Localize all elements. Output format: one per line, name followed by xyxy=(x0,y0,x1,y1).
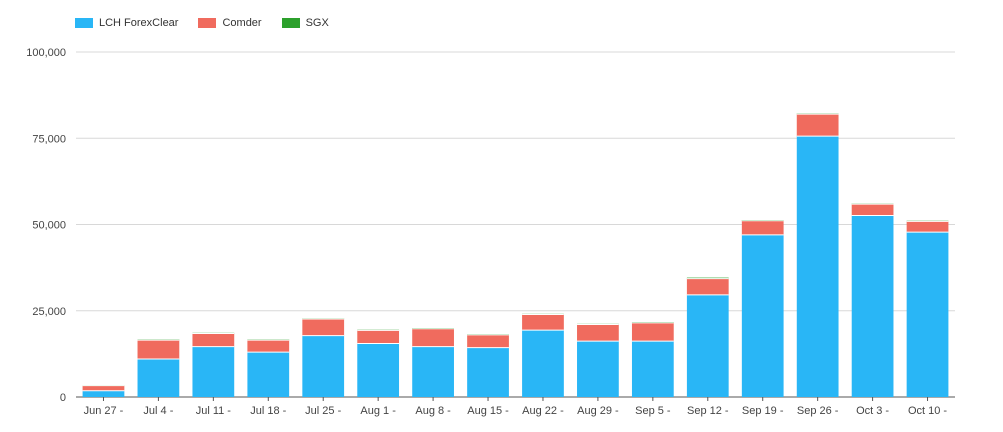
bar-lch-forexclear-13[interactable] xyxy=(796,136,839,397)
bar-comder-5[interactable] xyxy=(357,330,400,344)
bar-lch-forexclear-5[interactable] xyxy=(357,343,400,397)
y-tick-label-2: 50,000 xyxy=(32,220,66,232)
bar-comder-13[interactable] xyxy=(796,114,839,137)
legend-swatch-lch-forexclear xyxy=(75,18,93,28)
legend-item-comder[interactable]: Comder xyxy=(198,17,262,29)
legend-item-lch-forexclear[interactable]: LCH ForexClear xyxy=(75,17,178,29)
legend-label-sgx: SGX xyxy=(305,17,329,29)
legend-swatch-sgx xyxy=(281,18,300,28)
x-tick-label-4: Jul 25 - xyxy=(305,405,341,417)
bar-comder-4[interactable] xyxy=(302,319,345,336)
bar-comder-6[interactable] xyxy=(412,328,454,347)
legend-item-sgx[interactable]: SGX xyxy=(281,17,329,29)
bar-lch-forexclear-0[interactable] xyxy=(82,390,125,397)
legend-swatch-comder xyxy=(198,18,217,28)
bar-comder-1[interactable] xyxy=(137,340,180,360)
x-tick-label-8: Aug 22 - xyxy=(522,405,564,417)
x-tick-label-12: Sep 19 - xyxy=(742,405,784,417)
y-tick-label-3: 75,000 xyxy=(32,133,66,145)
bar-comder-15[interactable] xyxy=(906,221,949,233)
bar-comder-11[interactable] xyxy=(686,278,729,295)
x-tick-label-0: Jun 27 - xyxy=(84,405,124,417)
bar-comder-12[interactable] xyxy=(741,220,784,235)
bar-lch-forexclear-4[interactable] xyxy=(302,335,345,397)
bar-comder-2[interactable] xyxy=(192,333,235,347)
bar-lch-forexclear-9[interactable] xyxy=(577,341,619,397)
bar-lch-forexclear-14[interactable] xyxy=(851,215,894,397)
x-tick-label-2: Jul 11 - xyxy=(196,405,232,417)
x-tick-label-14: Oct 3 - xyxy=(856,405,889,417)
x-tick-label-15: Oct 10 - xyxy=(908,405,947,417)
y-tick-label-4: 100,000 xyxy=(26,47,66,59)
bar-lch-forexclear-11[interactable] xyxy=(686,294,729,397)
y-tick-label-0: 0 xyxy=(60,392,66,404)
x-tick-label-3: Jul 18 - xyxy=(250,405,286,417)
bar-lch-forexclear-7[interactable] xyxy=(467,347,509,397)
bar-lch-forexclear-1[interactable] xyxy=(137,359,180,397)
bar-lch-forexclear-12[interactable] xyxy=(741,234,784,397)
bar-lch-forexclear-15[interactable] xyxy=(906,232,949,397)
bar-lch-forexclear-6[interactable] xyxy=(412,346,454,397)
legend-label-lch-forexclear: LCH ForexClear xyxy=(99,17,179,29)
y-tick-label-1: 25,000 xyxy=(32,306,66,318)
bar-comder-9[interactable] xyxy=(577,324,619,342)
legend: LCH ForexClear Comder SGX xyxy=(75,17,329,29)
bar-lch-forexclear-2[interactable] xyxy=(192,346,235,397)
bar-comder-10[interactable] xyxy=(631,322,674,342)
bar-lch-forexclear-10[interactable] xyxy=(631,341,674,397)
bar-comder-14[interactable] xyxy=(851,204,894,216)
bar-lch-forexclear-8[interactable] xyxy=(522,330,564,397)
x-tick-label-6: Aug 8 - xyxy=(415,405,451,417)
bar-comder-0[interactable] xyxy=(82,385,125,391)
bar-comder-7[interactable] xyxy=(467,334,509,348)
x-tick-label-11: Sep 12 - xyxy=(687,405,729,417)
x-tick-label-1: Jul 4 - xyxy=(143,405,173,417)
x-tick-label-7: Aug 15 - xyxy=(467,405,509,417)
x-tick-label-9: Aug 29 - xyxy=(577,405,619,417)
x-tick-label-10: Sep 5 - xyxy=(635,405,671,417)
bar-lch-forexclear-3[interactable] xyxy=(247,352,290,397)
bar-comder-3[interactable] xyxy=(247,340,290,353)
bar-sgx-11[interactable] xyxy=(686,277,729,279)
bar-comder-8[interactable] xyxy=(522,314,564,331)
legend-label-comder: Comder xyxy=(222,17,262,29)
x-tick-label-5: Aug 1 - xyxy=(360,405,396,417)
x-tick-label-13: Sep 26 - xyxy=(797,405,839,417)
